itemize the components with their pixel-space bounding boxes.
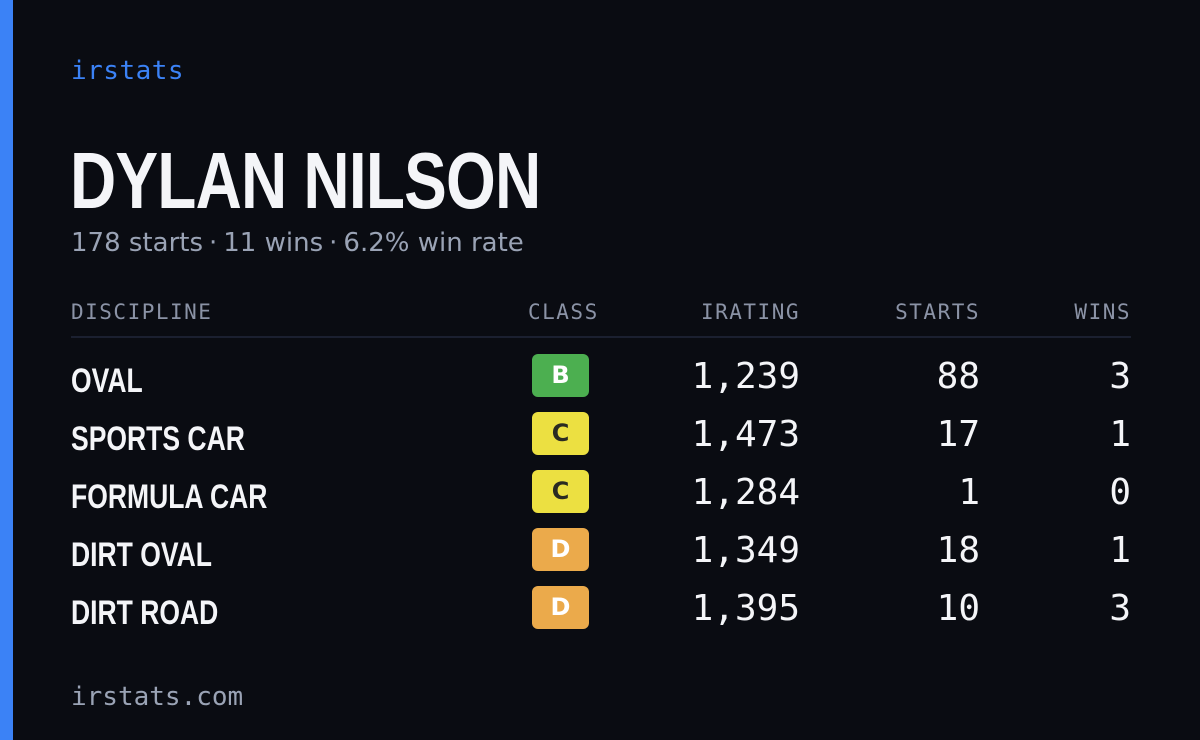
summary-starts: 178 starts [71, 228, 203, 258]
header-irating: IRATING [700, 300, 800, 324]
license-class-badge: B [532, 354, 589, 397]
irating-value: 1,349 [691, 530, 800, 571]
irating-value: 1,239 [691, 356, 800, 397]
starts-value: 1 [958, 472, 980, 513]
header-discipline: DISCIPLINE [71, 300, 213, 324]
starts-value: 18 [936, 530, 980, 571]
irating-value: 1,395 [691, 588, 800, 629]
summary-win-rate: 6.2% win rate [343, 228, 524, 258]
discipline-name: DIRT ROAD [71, 594, 219, 632]
discipline-name: OVAL [71, 362, 143, 400]
table-body: OVAL B 1,239 88 3 SPORTS CAR C 1,473 17 … [71, 338, 1131, 644]
table-row: OVAL B 1,239 88 3 [71, 354, 1131, 412]
irating-value: 1,473 [691, 414, 800, 455]
header-wins: WINS [1074, 300, 1131, 324]
wins-value: 0 [1109, 472, 1131, 513]
header-class: CLASS [528, 300, 599, 324]
irating-value: 1,284 [691, 472, 800, 513]
table-header: DISCIPLINE CLASS IRATING STARTS WINS [71, 298, 1131, 338]
summary-separator: · [209, 228, 218, 258]
table-row: SPORTS CAR C 1,473 17 1 [71, 412, 1131, 470]
starts-value: 17 [936, 414, 980, 455]
license-class-badge: D [532, 528, 589, 571]
summary-separator: · [329, 228, 338, 258]
license-class-badge: C [532, 412, 589, 455]
license-class-badge: D [532, 586, 589, 629]
starts-value: 10 [936, 588, 980, 629]
wins-value: 1 [1109, 414, 1131, 455]
wins-value: 1 [1109, 530, 1131, 571]
table-row: DIRT OVAL D 1,349 18 1 [71, 528, 1131, 586]
discipline-name: DIRT OVAL [71, 536, 212, 574]
discipline-table: DISCIPLINE CLASS IRATING STARTS WINS OVA… [71, 298, 1131, 644]
brand-logo-text[interactable]: irstats [71, 56, 185, 86]
driver-summary: 178 starts · 11 wins · 6.2% win rate [71, 228, 524, 258]
discipline-name: SPORTS CAR [71, 420, 245, 458]
header-starts: STARTS [895, 300, 980, 324]
footer-site-url[interactable]: irstats.com [71, 682, 244, 712]
accent-bar [0, 0, 13, 740]
driver-name: DYLAN NILSON [70, 136, 541, 225]
discipline-name: FORMULA CAR [71, 478, 268, 516]
summary-wins: 11 wins [223, 228, 324, 258]
table-row: FORMULA CAR C 1,284 1 0 [71, 470, 1131, 528]
starts-value: 88 [936, 356, 980, 397]
table-row: DIRT ROAD D 1,395 10 3 [71, 586, 1131, 644]
wins-value: 3 [1109, 356, 1131, 397]
wins-value: 3 [1109, 588, 1131, 629]
license-class-badge: C [532, 470, 589, 513]
